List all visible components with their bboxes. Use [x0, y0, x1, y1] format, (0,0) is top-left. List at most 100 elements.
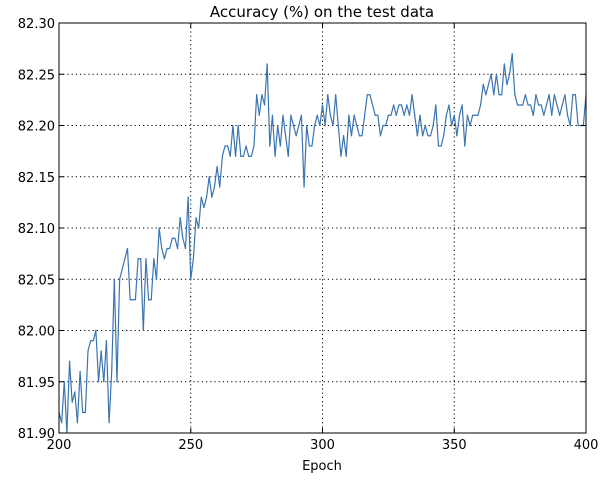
line-segment: [250, 145, 255, 157]
line-segment: [443, 114, 447, 137]
line-segment: [501, 63, 505, 96]
line-segment: [393, 104, 397, 116]
line-segment: [266, 63, 271, 147]
line-segment: [79, 370, 84, 414]
line-segment: [422, 124, 426, 137]
line-segment: [543, 104, 548, 116]
line-segment: [142, 258, 147, 332]
line-segment: [495, 73, 500, 96]
line-segment: [490, 73, 495, 96]
line-segment: [229, 124, 234, 157]
line-segment: [314, 114, 318, 127]
line-segment: [63, 381, 68, 434]
line-segment: [414, 114, 418, 137]
y-tick-label: 82.20: [18, 120, 55, 135]
line-segment: [448, 104, 453, 127]
line-segment: [445, 104, 450, 116]
line-segment: [198, 196, 202, 229]
line-segment: [263, 63, 268, 106]
line-segment: [574, 94, 579, 127]
line-segment: [211, 186, 216, 198]
line-segment: [337, 124, 342, 157]
grid-lines: [59, 23, 586, 433]
line-segment: [327, 94, 332, 116]
y-tick-label: 81.90: [18, 427, 55, 442]
line-segment: [176, 217, 181, 250]
line-segment: [535, 94, 540, 106]
y-tick-label: 82.30: [18, 17, 55, 32]
line-segment: [292, 124, 297, 137]
line-segment: [184, 196, 189, 250]
line-segment: [61, 381, 65, 424]
line-segment: [524, 94, 529, 106]
line-segment: [340, 135, 345, 157]
line-segment: [435, 104, 440, 147]
line-segment: [411, 94, 416, 116]
line-segment: [369, 94, 374, 106]
x-tick-label: 300: [310, 438, 335, 453]
line-segment: [150, 258, 155, 301]
line-segment: [161, 247, 165, 260]
x-tick-label: 350: [442, 438, 467, 453]
line-segment: [84, 350, 89, 414]
line-segment: [466, 114, 471, 127]
line-segment: [103, 340, 108, 383]
y-tick-label: 82.25: [18, 68, 55, 83]
line-segment: [126, 247, 131, 301]
y-axis-tick-labels: 81.90 81.95 82.00 82.05 82.10 82.15 82.20 82.25…: [18, 17, 55, 442]
line-segment: [163, 247, 168, 260]
line-segment: [564, 94, 569, 116]
line-segment: [545, 94, 550, 106]
line-segment: [400, 104, 405, 116]
line-segment: [356, 124, 360, 137]
line-segment: [456, 114, 461, 137]
line-segment: [321, 104, 326, 127]
line-segment: [216, 165, 221, 188]
x-tick-label: 250: [178, 438, 203, 453]
line-segment: [108, 370, 113, 424]
line-segment: [205, 176, 210, 198]
line-segment: [76, 370, 81, 424]
line-segment: [153, 258, 158, 280]
y-tick-label: 81.95: [18, 376, 55, 391]
line-segment: [285, 135, 289, 157]
x-tick-label: 400: [574, 438, 599, 453]
line-segment: [134, 258, 139, 301]
line-segment: [559, 104, 563, 116]
line-segment: [379, 124, 384, 137]
line-segment: [377, 114, 382, 137]
line-segment: [74, 391, 79, 424]
line-segment: [295, 124, 300, 137]
line-segment: [237, 124, 242, 157]
line-segment: [187, 196, 192, 280]
x-axis-tick-labels: 200 250 300 350 400: [47, 438, 599, 453]
line-segment: [219, 155, 223, 188]
line-segment: [116, 278, 121, 383]
line-segment: [95, 329, 100, 383]
line-segment: [506, 73, 511, 86]
line-segment: [271, 114, 276, 157]
line-segment: [553, 94, 558, 106]
line-segment: [319, 104, 324, 127]
line-segment: [364, 94, 368, 116]
line-segment: [282, 114, 287, 137]
line-segment: [279, 114, 284, 147]
line-segment: [245, 145, 250, 157]
line-segment: [406, 104, 411, 116]
line-segment: [342, 135, 347, 157]
line-segment: [482, 83, 487, 96]
line-segment: [548, 94, 553, 116]
line-segment: [469, 114, 474, 127]
line-segment: [179, 217, 184, 239]
line-segment: [508, 53, 513, 75]
line-segment: [371, 104, 376, 116]
line-segment: [556, 104, 561, 116]
y-tick-label: 82.00: [18, 325, 55, 340]
chart-title: Accuracy (%) on the test data: [210, 3, 434, 21]
line-segment: [100, 350, 105, 383]
line-segment: [287, 114, 292, 157]
line-segment: [242, 145, 247, 157]
y-tick-label: 82.15: [18, 171, 55, 186]
y-tick-label: 82.10: [18, 222, 55, 237]
